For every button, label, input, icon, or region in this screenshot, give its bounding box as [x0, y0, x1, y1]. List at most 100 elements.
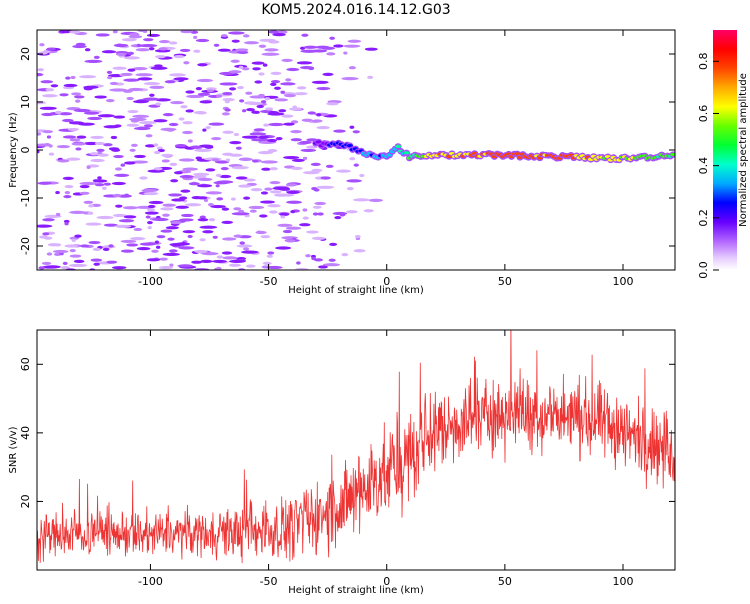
spectrogram-noise-blob	[165, 226, 179, 230]
spectrogram-noise-blob	[129, 237, 146, 241]
spectrogram-noise-blob	[198, 144, 214, 148]
spectrogram-noise-blob	[238, 209, 245, 213]
spectrogram-noise-blob	[242, 109, 247, 113]
spectrogram-noise-blob	[143, 191, 159, 196]
spectrogram-noise-blob	[221, 34, 228, 38]
spectrogram-noise-blob	[246, 101, 264, 106]
spectrogram-noise-blob	[136, 246, 151, 251]
spectrogram-noise-blob	[302, 156, 308, 160]
spectrogram-noise-blob	[293, 92, 308, 96]
spectrogram-noise-blob	[164, 80, 176, 84]
colorbar-tick-label: 0.6	[697, 105, 710, 123]
spectrogram-noise-blob	[124, 161, 136, 165]
spectrogram-noise-blob	[113, 43, 129, 48]
spectrogram-noise-blob	[290, 138, 302, 142]
spectrogram-noise-blob	[311, 236, 326, 240]
spectrogram-noise-blob	[224, 100, 230, 104]
spectrogram-noise-blob	[262, 261, 272, 265]
spectrogram-noise-blob	[196, 111, 207, 115]
spectrogram-noise-blob	[253, 110, 260, 114]
snr-y-axis: 20 40 60	[19, 357, 675, 508]
spectrogram-noise-blob	[64, 244, 79, 248]
spectrogram-noise-blob	[63, 194, 72, 199]
snr-y-label: SNR (v/v)	[8, 426, 19, 473]
spectrogram-x-tick-label: 100	[613, 275, 634, 288]
spectrogram-noise-blob	[236, 50, 249, 55]
spectrogram-noise-blob	[208, 218, 216, 222]
spectrogram-noise-blob	[333, 44, 344, 48]
spectrogram-noise-blob	[213, 43, 220, 47]
spectrogram-noise-blob	[290, 210, 296, 214]
spectrogram-noise-blob	[311, 80, 329, 84]
spectrogram-noise-blob	[69, 138, 81, 142]
spectrogram-noise-blob	[268, 122, 285, 127]
spectrogram-noise-blob	[249, 209, 257, 213]
spectrogram-noise-blob	[255, 230, 267, 235]
spectrogram-noise-blob	[79, 191, 90, 195]
spectrogram-noise-blob	[133, 227, 143, 232]
spectrogram-noise-blob	[184, 203, 202, 207]
spectrogram-noise-blob	[93, 262, 100, 266]
spectrogram-noise-blob	[182, 230, 196, 234]
spectrogram-noise-blob	[44, 265, 61, 269]
spectrogram-noise-blob	[111, 181, 126, 186]
spectrogram-noise-blob	[127, 51, 135, 55]
spectrogram-noise-blob	[310, 162, 321, 167]
spectrogram-noise-blob	[280, 215, 286, 219]
spectrogram-noise-blob	[66, 157, 81, 161]
spectrogram-noise-blob	[211, 136, 222, 141]
spectrogram-noise-blob	[259, 38, 276, 42]
spectrogram-noise-blob	[241, 250, 259, 254]
spectrogram-noise-blob	[147, 225, 152, 230]
spectrogram-noise-blob	[126, 96, 134, 101]
spectrogram-noise-blob	[266, 265, 283, 270]
spectrogram-noise-blob	[186, 94, 205, 99]
spectrogram-noise-blob	[267, 138, 278, 143]
spectrogram-noise-blob	[258, 135, 270, 139]
spectrogram-noise-blob	[113, 213, 127, 218]
signal-core	[670, 152, 675, 157]
spectrogram-noise-blob	[359, 173, 365, 178]
spectrogram-noise-blob	[275, 246, 292, 250]
spectrogram-noise-blob	[126, 243, 139, 247]
spectrogram-noise-blob	[60, 266, 70, 270]
spectrogram-noise-blob	[83, 87, 93, 91]
spectrogram-noise-blob	[268, 210, 278, 214]
spectrogram-noise-blob	[83, 141, 99, 146]
spectrogram-noise-blob	[42, 232, 50, 236]
spectrogram-noise-blob	[46, 135, 52, 139]
spectrogram-noise-blob	[220, 166, 229, 171]
spectrogram-noise-blob	[222, 256, 238, 260]
spectrogram-noise-blob	[121, 72, 133, 77]
spectrogram-noise-blob	[135, 73, 153, 77]
colorbar-label: Normalized spectral amplitude	[738, 73, 749, 227]
spectrogram-noise-blob	[260, 160, 278, 164]
spectrogram-noise-blob	[322, 72, 334, 76]
spectrogram-noise-blob	[54, 110, 62, 114]
spectrogram-noise-blob	[301, 33, 309, 37]
colorbar-tick-label: 0.8	[697, 53, 710, 71]
spectrogram-noise-blob	[191, 175, 207, 179]
spectrogram-marks	[37, 30, 675, 270]
spectrogram-noise-blob	[215, 173, 222, 177]
spectrogram-noise-blob	[214, 160, 230, 164]
spectrogram-noise-blob	[233, 234, 243, 238]
spectrogram-noise-blob	[251, 61, 265, 65]
spectrogram-y-tick-label: -10	[19, 189, 32, 207]
spectrogram-noise-blob	[74, 234, 82, 238]
spectrogram-x-tick-label: 50	[498, 275, 512, 288]
spectrogram-noise-blob	[248, 205, 265, 210]
spectrogram-noise-blob	[84, 59, 103, 63]
spectrogram-noise-blob	[278, 109, 287, 113]
spectrogram-noise-blob	[303, 45, 318, 49]
spectrogram-noise-blob	[236, 244, 253, 248]
spectrogram-noise-blob	[252, 67, 261, 71]
spectrogram-noise-blob	[55, 212, 61, 217]
spectrogram-noise-blob	[40, 80, 54, 84]
snr-x-label: Height of straight line (km)	[288, 585, 424, 596]
spectrogram-noise-blob	[113, 115, 126, 119]
spectrogram-noise-blob	[97, 114, 115, 118]
spectrogram-noise-blob	[80, 244, 90, 248]
spectrogram-noise-blob	[333, 129, 346, 133]
spectrogram-noise-blob	[219, 82, 238, 86]
